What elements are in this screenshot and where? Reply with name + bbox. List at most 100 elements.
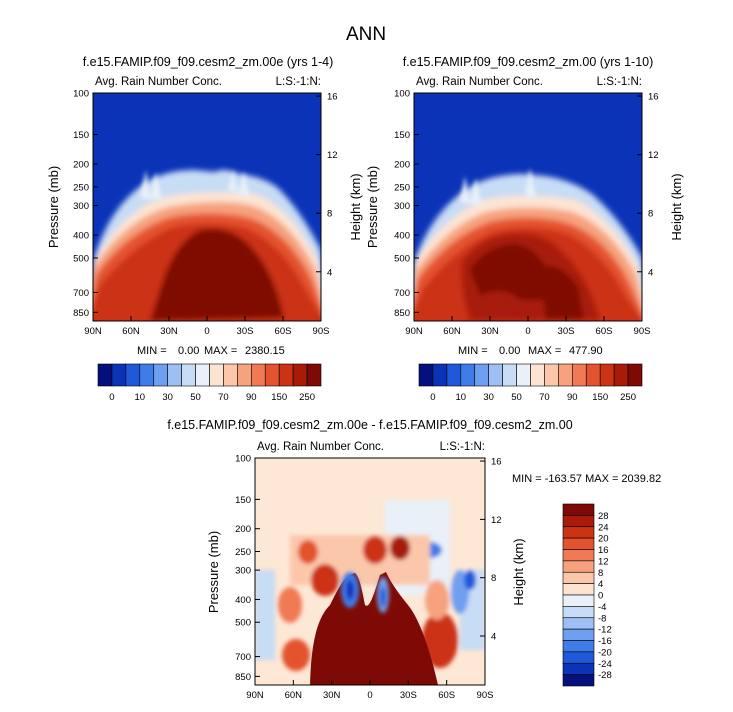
y-tick-label: 400 <box>73 231 89 242</box>
panel-2-max-value: 477.90 <box>569 345 603 357</box>
colorbar-label: -16 <box>598 636 612 647</box>
x-tick-label: 90N <box>246 690 264 701</box>
y2-tick-label: 16 <box>648 92 659 103</box>
y-tick-label: 250 <box>73 182 89 193</box>
y-tick-label: 250 <box>235 547 251 558</box>
colorbar-box <box>562 640 595 653</box>
x-tick-label: 30S <box>400 690 417 701</box>
panel-2-min-value: 0.00 <box>499 345 520 357</box>
colorbar-label: 12 <box>598 556 609 567</box>
colorbar-label: 30 <box>483 392 494 403</box>
y-tick-label: 500 <box>73 253 89 264</box>
colorbar-label: 28 <box>598 511 609 522</box>
colorbar-label: 20 <box>598 534 609 545</box>
y-tick-label: 300 <box>394 201 410 212</box>
colorbar-label: -12 <box>598 625 612 636</box>
colorbar-box <box>558 363 573 387</box>
colorbar-box <box>237 363 252 387</box>
colorbar-box <box>446 363 462 387</box>
panel-1-min-label: MIN = <box>137 345 167 357</box>
colorbar-box <box>572 363 587 387</box>
colorbar-box <box>223 363 238 387</box>
panel-1-title: f.e15.FAMIP.f09_f09.cesm2_zm.00e (yrs 1-… <box>83 55 334 69</box>
x-tick-label: 60S <box>275 326 292 337</box>
x-tick-label: 90S <box>634 326 651 337</box>
panel-1-y2label: Height (km) <box>348 173 363 240</box>
panel-2-y2label: Height (km) <box>669 173 684 240</box>
colorbar-label: 8 <box>598 568 603 579</box>
colorbar-box <box>562 549 595 562</box>
colorbar-box <box>195 363 210 387</box>
colorbar-box <box>125 363 141 387</box>
colorbar-label: -20 <box>598 647 612 658</box>
colorbar-box <box>460 363 476 387</box>
y-tick-label: 150 <box>235 495 251 506</box>
colorbar-box <box>562 526 595 539</box>
colorbar-label: 70 <box>539 392 550 403</box>
y-tick-label: 100 <box>394 89 410 100</box>
y-tick-label: 850 <box>235 672 251 683</box>
y-tick-label: 300 <box>235 566 251 577</box>
y-tick-label: 700 <box>394 288 410 299</box>
colorbar-box <box>153 363 168 387</box>
panel-3-field <box>255 458 485 685</box>
colorbar-box <box>418 363 434 387</box>
x-tick-label: 90S <box>477 690 494 701</box>
colorbar-box <box>530 363 545 387</box>
colorbar-box <box>562 606 595 619</box>
y2-tick-label: 16 <box>491 457 502 468</box>
colorbar-box <box>562 583 595 596</box>
colorbar-box <box>613 363 629 387</box>
colorbar-box <box>251 363 266 387</box>
colorbar-box <box>627 363 643 387</box>
panel-1: f.e15.FAMIP.f09_f09.cesm2_zm.00e (yrs 1-… <box>46 55 363 403</box>
panel-2-right-label: L:S:-1:N: <box>597 76 642 88</box>
colorbar-box <box>562 662 595 675</box>
y-tick-label: 200 <box>235 524 251 535</box>
colorbar-label: 16 <box>598 545 609 556</box>
colorbar-label: 70 <box>218 392 229 403</box>
panel-2-ylabel: Pressure (mb) <box>365 166 380 248</box>
panel-1-left-label: Avg. Rain Number Conc. <box>95 76 222 88</box>
x-tick-label: 60S <box>596 326 613 337</box>
colorbar-label: 150 <box>592 392 608 403</box>
y-tick-label: 400 <box>235 595 251 606</box>
y2-tick-label: 8 <box>491 573 496 584</box>
y-tick-label: 850 <box>394 308 410 319</box>
panel-1-min-value: 0.00 <box>178 345 199 357</box>
panel-1-minmax: MIN = 0.00 MAX = 2380.15 <box>137 345 285 357</box>
y-tick-label: 300 <box>73 201 89 212</box>
colorbar-box <box>562 594 595 607</box>
colorbar-box <box>562 503 595 516</box>
colorbar-label: 10 <box>135 392 146 403</box>
y2-tick-label: 4 <box>648 267 653 278</box>
colorbar-label: 0 <box>109 392 114 403</box>
x-tick-label: 60N <box>285 690 303 701</box>
colorbar-label: -4 <box>598 602 606 613</box>
panel-3: f.e15.FAMIP.f09_f09.cesm2_zm.00e - f.e15… <box>167 418 661 701</box>
colorbar-box <box>488 363 503 387</box>
panel-2: f.e15.FAMIP.f09_f09.cesm2_zm.00 (yrs 1-1… <box>365 55 684 403</box>
colorbar-label: 90 <box>246 392 257 403</box>
panel-3-left-label: Avg. Rain Number Conc. <box>257 441 384 453</box>
colorbar-label: 50 <box>511 392 522 403</box>
x-tick-label: 60N <box>122 326 140 337</box>
panel-2-title: f.e15.FAMIP.f09_f09.cesm2_zm.00 (yrs 1-1… <box>403 55 654 69</box>
colorbar-label: 0 <box>430 392 435 403</box>
colorbar-label: -8 <box>598 613 606 624</box>
colorbar-label: 150 <box>271 392 287 403</box>
x-tick-label: 0 <box>525 326 530 337</box>
x-tick-label: 0 <box>204 326 209 337</box>
x-tick-label: 60N <box>443 326 461 337</box>
colorbar-box <box>562 560 595 573</box>
y-tick-label: 500 <box>235 618 251 629</box>
colorbar-label: 0 <box>598 591 603 602</box>
y2-tick-label: 16 <box>327 92 338 103</box>
y-tick-label: 850 <box>73 308 89 319</box>
x-tick-label: 30S <box>237 326 254 337</box>
colorbar-label: -28 <box>598 670 612 681</box>
colorbar-box <box>181 363 196 387</box>
x-tick-label: 30S <box>558 326 575 337</box>
colorbar-box <box>562 617 595 630</box>
